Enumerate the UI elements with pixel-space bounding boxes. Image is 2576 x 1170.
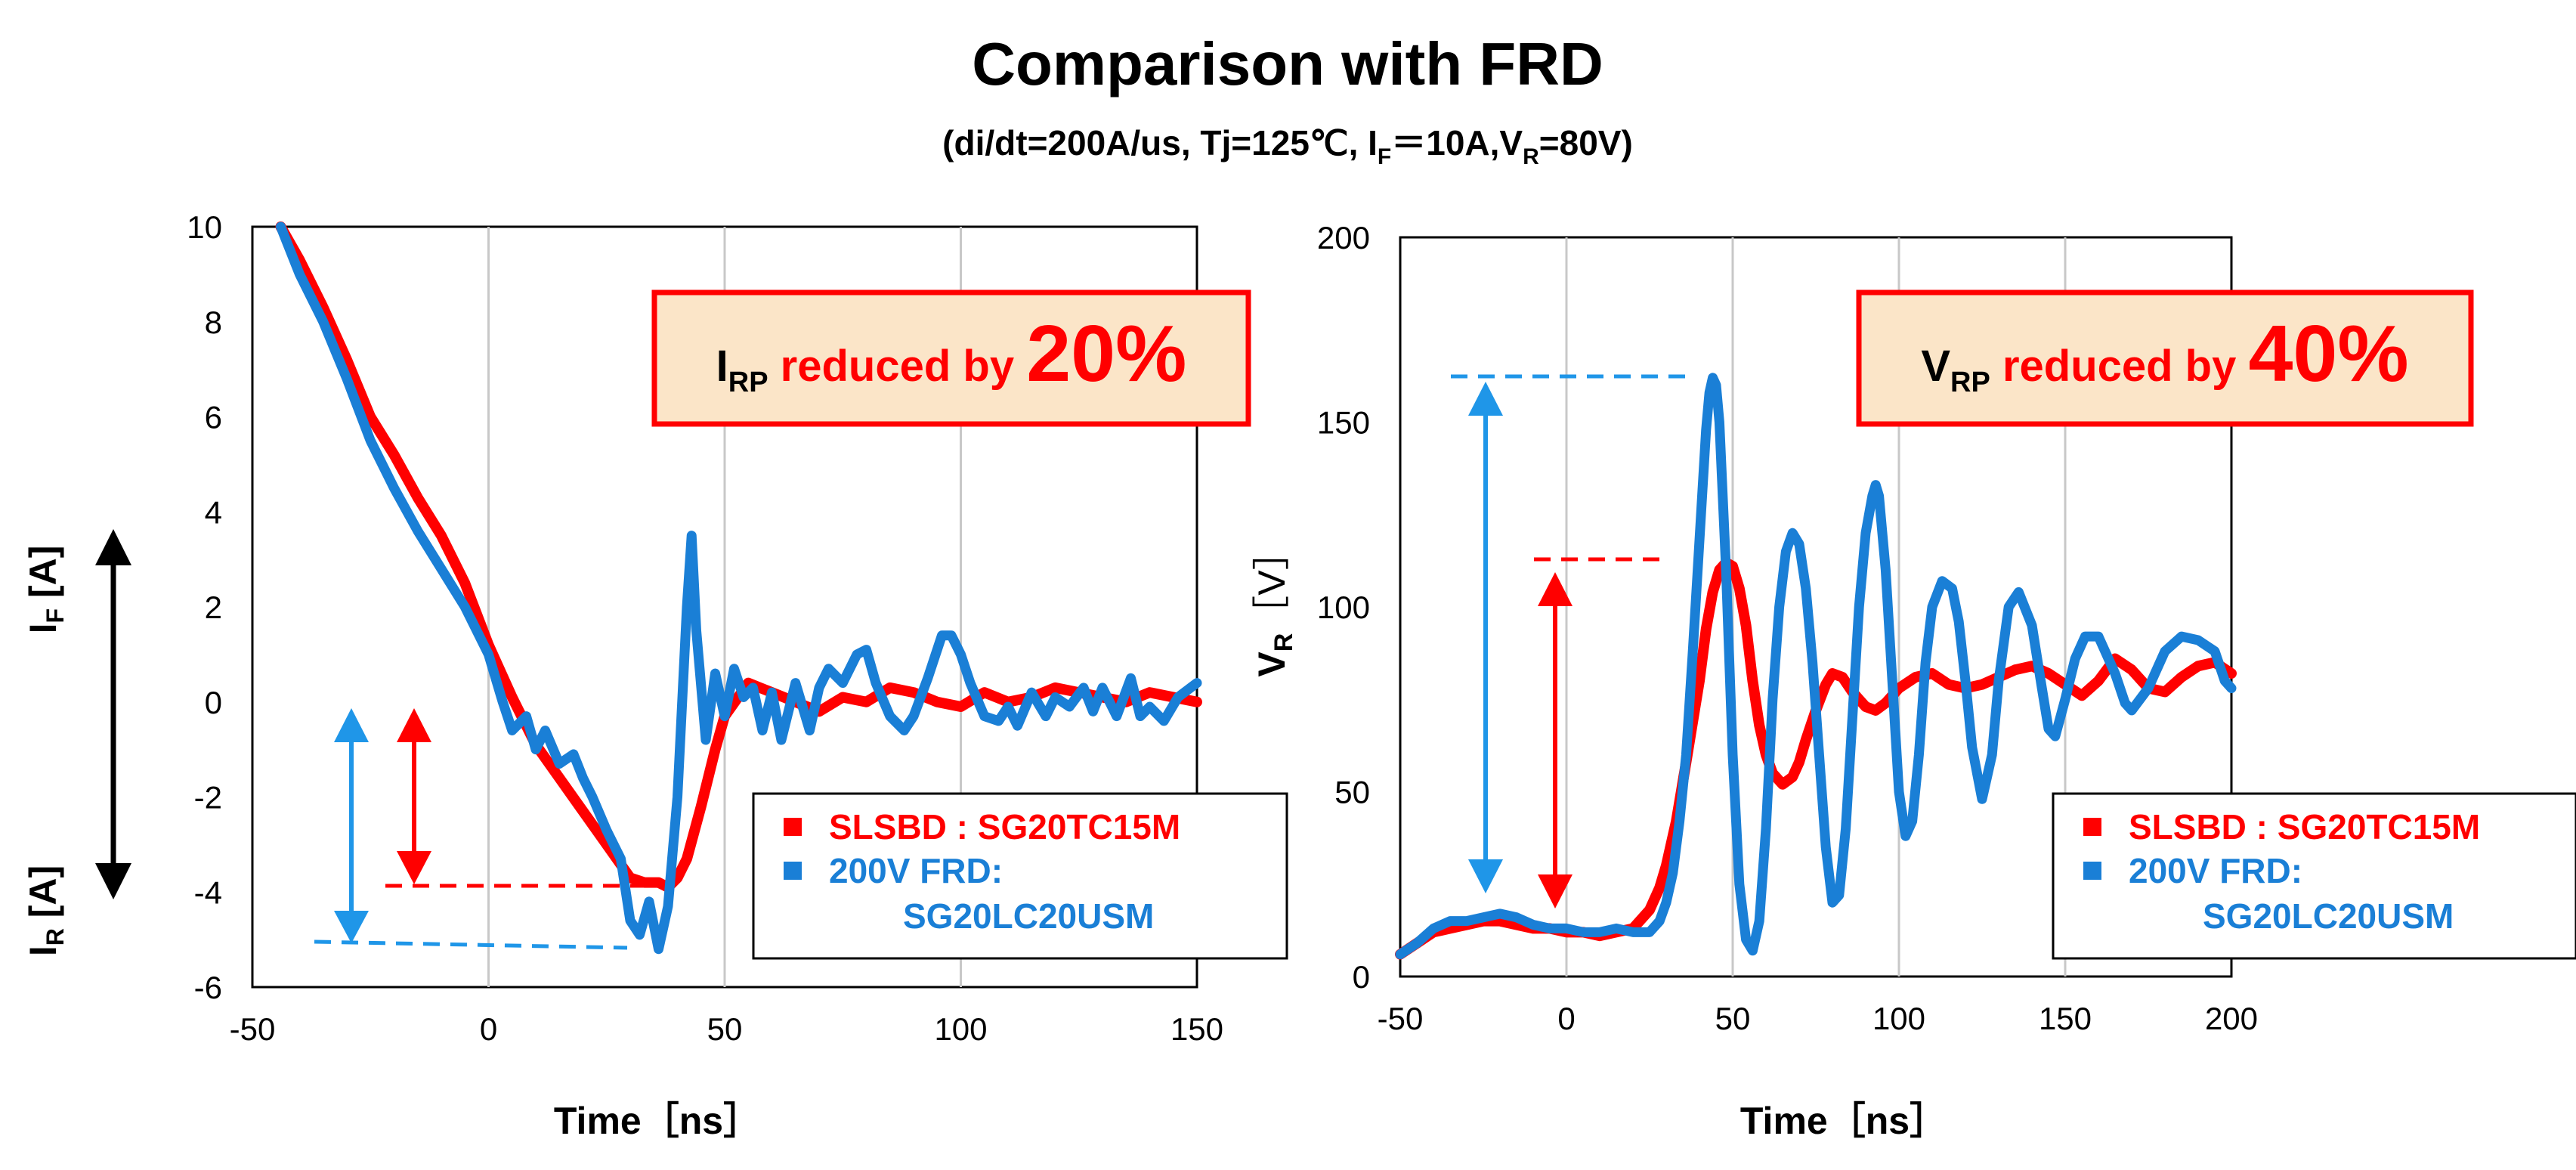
left-y-tick-label: 6 <box>205 400 222 435</box>
right-x-tick-labels: -50 0 50 100 150 200 <box>1378 1001 2258 1036</box>
right-x-tick-label: -50 <box>1378 1001 1424 1036</box>
left-legend-swatch-frd <box>784 862 802 880</box>
right-vrp-frd-annotation <box>1451 374 1693 893</box>
left-legend-label-slsbd: SLSBD : SG20TC15M <box>829 807 1180 847</box>
right-y-label: VR［V］ <box>1251 532 1298 676</box>
chart-title: Comparison with FRD <box>972 30 1603 98</box>
left-y-label-ir: IR [A] <box>22 865 69 956</box>
left-x-tick-labels: -50 0 50 100 150 <box>230 1011 1223 1047</box>
left-legend-label-frd: 200V FRD: <box>829 851 1003 890</box>
left-x-tick-label: 100 <box>934 1011 987 1047</box>
right-series-group <box>1395 373 2237 960</box>
left-irp-slsbd-annotation <box>385 708 657 888</box>
right-x-tick-label: 200 <box>2205 1001 2258 1036</box>
right-y-tick-label: 150 <box>1317 405 1370 441</box>
right-vrp-slsbd-annotation <box>1534 557 1670 908</box>
right-y-tick-label: 0 <box>1353 959 1370 995</box>
left-x-tick-label: 50 <box>707 1011 743 1047</box>
left-y-tick-labels: -6 -4 -2 0 2 4 6 8 10 <box>187 209 222 1005</box>
right-legend-swatch-slsbd <box>2083 818 2101 836</box>
left-y-tick-label: 0 <box>205 685 222 720</box>
right-callout: VRP reduced by 40% <box>1856 289 2474 427</box>
right-legend-swatch-frd <box>2083 862 2101 880</box>
left-legend: SLSBD : SG20TC15M 200V FRD: SG20LC20USM <box>752 792 1288 960</box>
left-x-tick-label: 0 <box>480 1011 497 1047</box>
left-y-label-if: IF [A] <box>22 546 69 634</box>
right-x-tick-label: 50 <box>1715 1001 1751 1036</box>
chart-subtitle: (di/dt=200A/us, Tj=125℃, IF＝10A,VR=80V) <box>942 123 1633 169</box>
left-series-frd-line <box>276 221 1202 955</box>
left-series-group <box>275 221 1202 955</box>
right-legend-label-frd: 200V FRD: <box>2129 851 2302 890</box>
right-y-tick-label: 50 <box>1334 775 1370 810</box>
left-irp-frd-annotation <box>314 708 628 950</box>
left-y-tick-label: -2 <box>194 780 222 816</box>
left-y-tick-label: 2 <box>205 590 222 625</box>
right-x-tick-label: 0 <box>1557 1001 1575 1036</box>
left-chart: -50 0 50 100 150 -6 -4 -2 0 2 4 6 8 10 IF [A] IR [A] <box>22 209 1288 1142</box>
left-callout: IRP reduced by 20% <box>651 289 1251 427</box>
right-y-tick-label: 100 <box>1317 590 1370 625</box>
right-series-frd-line <box>1395 373 2237 960</box>
left-y-tick-label: -6 <box>194 970 222 1005</box>
left-y-tick-label: 8 <box>205 305 222 340</box>
right-y-tick-label: 200 <box>1317 220 1370 255</box>
left-y-tick-label: 10 <box>187 209 222 245</box>
right-x-tick-label: 100 <box>1872 1001 1925 1036</box>
left-x-tick-label: 150 <box>1170 1011 1223 1047</box>
left-x-axis-title: Time［ns］ <box>554 1100 761 1142</box>
left-y-tick-label: -4 <box>194 874 222 910</box>
left-legend-label-frd-2: SG20LC20USM <box>903 896 1154 936</box>
right-callout-text: VRP reduced by 40% <box>1921 309 2408 398</box>
right-legend-label-slsbd: SLSBD : SG20TC15M <box>2129 807 2480 847</box>
left-y-tick-label: 4 <box>205 494 222 530</box>
left-callout-text: IRP reduced by 20% <box>716 309 1187 398</box>
right-y-tick-labels: 0 50 100 150 200 <box>1317 220 1370 995</box>
left-x-tick-label: -50 <box>230 1011 276 1047</box>
left-direction-arrow <box>95 529 131 899</box>
right-legend-label-frd-2: SG20LC20USM <box>2203 896 2454 936</box>
right-x-axis-title: Time［ns］ <box>1740 1100 1947 1142</box>
right-x-tick-label: 150 <box>2039 1001 2092 1036</box>
right-legend: SLSBD : SG20TC15M 200V FRD: SG20LC20USM <box>2052 792 2576 960</box>
left-legend-swatch-slsbd <box>784 818 802 836</box>
